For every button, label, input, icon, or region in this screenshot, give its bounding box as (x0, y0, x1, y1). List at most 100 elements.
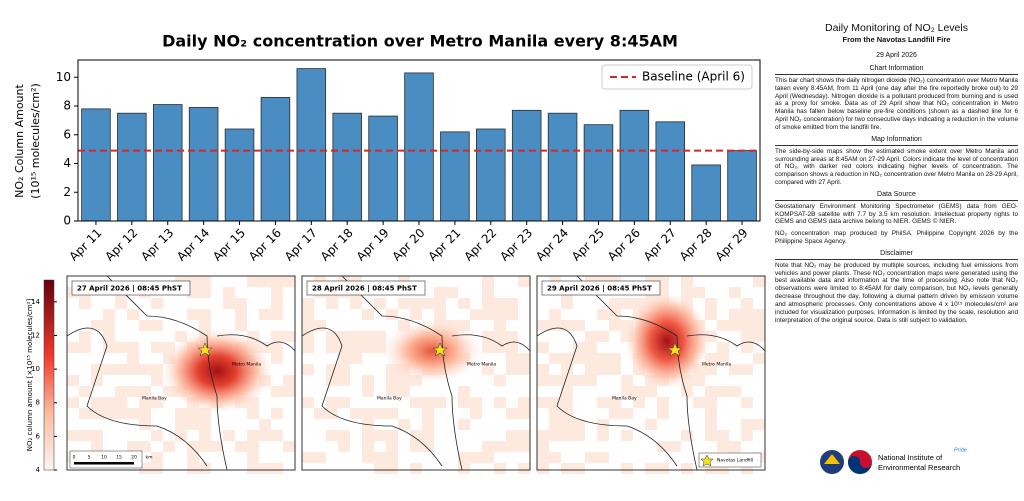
map-cell (283, 276, 295, 287)
map-cell (247, 331, 259, 342)
map-cell (753, 419, 765, 430)
map-cell (741, 309, 753, 320)
map-cell (259, 309, 271, 320)
map-cell (549, 309, 561, 320)
paragraph: Geostationary Environment Monitoring Spe… (775, 202, 1018, 226)
map-cell (271, 287, 283, 298)
colorbar-tick-label: 12 (31, 331, 40, 339)
map-cell (585, 364, 597, 375)
map-cell (705, 353, 717, 364)
map-cell (115, 298, 127, 309)
map-cell (518, 441, 530, 452)
map-cell (91, 397, 103, 408)
map-cell (362, 309, 374, 320)
map-cell (506, 342, 518, 353)
map-cell (283, 375, 295, 386)
map-cell (139, 419, 151, 430)
map-cell (446, 287, 458, 298)
map-cell (163, 342, 175, 353)
map-cell (741, 463, 753, 474)
map-cell (259, 430, 271, 441)
map-cell (127, 309, 139, 320)
map-cell (506, 441, 518, 452)
map-cell (79, 331, 91, 342)
map-cell (741, 430, 753, 441)
map-cell (79, 408, 91, 419)
panel-title: 27 April 2026 | 08:45 PhST (77, 285, 182, 294)
map-cell (151, 342, 163, 353)
legend-label: Baseline (April 6) (642, 70, 745, 84)
map-cell (362, 430, 374, 441)
map-cell (187, 408, 199, 419)
map-cell (139, 386, 151, 397)
paragraph: NO₂ concentration map produced by PhilSA… (775, 230, 1018, 245)
map-cell (187, 452, 199, 463)
map-cell (506, 331, 518, 342)
map-cell (561, 419, 573, 430)
bar (440, 131, 470, 222)
map-cell (338, 331, 350, 342)
map-cell (67, 375, 79, 386)
map-cell (705, 331, 717, 342)
map-cell (79, 386, 91, 397)
smoke-plume (382, 319, 482, 383)
map-cell (729, 386, 741, 397)
colorbar-tick-label: 4 (36, 466, 41, 474)
scale-label: km (146, 455, 153, 461)
map-cell (518, 430, 530, 441)
map-cell (283, 331, 295, 342)
map-cell (199, 408, 211, 419)
map-cell (422, 419, 434, 430)
map-cell (302, 298, 314, 309)
bar (188, 107, 219, 222)
map-cell (549, 452, 561, 463)
map-cell (103, 408, 115, 419)
map-cell (127, 353, 139, 364)
map-cell (103, 364, 115, 375)
x-tick-label: Apr 24 (533, 226, 571, 264)
map-frame (536, 275, 766, 471)
map-cell (561, 298, 573, 309)
map-cell (494, 463, 506, 474)
map-cell (374, 342, 386, 353)
map-cell (621, 298, 633, 309)
map-cell (67, 342, 79, 353)
map-cell (362, 375, 374, 386)
map-cell (494, 342, 506, 353)
map-cell (482, 298, 494, 309)
map-cell (362, 386, 374, 397)
map-cell (350, 298, 362, 309)
map-cell (573, 353, 585, 364)
map-cell (609, 364, 621, 375)
map-cell (410, 298, 422, 309)
bar (619, 109, 650, 222)
place-label: Metro Manila (467, 362, 496, 368)
map-cell (482, 309, 494, 320)
map-cell (549, 353, 561, 364)
map-cell (410, 441, 422, 452)
map-cell (326, 364, 338, 375)
map-cell (326, 430, 338, 441)
map-cell (314, 408, 326, 419)
map-cell (139, 463, 151, 474)
x-tick-label: Apr 17 (282, 226, 320, 264)
map-cell (681, 287, 693, 298)
map-cell (350, 353, 362, 364)
section-heading: Chart Information (775, 65, 1018, 75)
y-tick-label: 10 (56, 70, 71, 84)
map-cell (518, 397, 530, 408)
map-cell (103, 397, 115, 408)
map-cell (470, 452, 482, 463)
map-cell (374, 298, 386, 309)
map-cell (717, 353, 729, 364)
place-label: Manila Bay (612, 396, 637, 402)
map-cell (338, 430, 350, 441)
map-cell (398, 298, 410, 309)
map-cell (506, 353, 518, 364)
map-cell (729, 320, 741, 331)
map-cell (621, 430, 633, 441)
map-cell (633, 397, 645, 408)
map-cell (482, 452, 494, 463)
map-cell (235, 441, 247, 452)
x-tick-label: Apr 14 (174, 226, 212, 264)
